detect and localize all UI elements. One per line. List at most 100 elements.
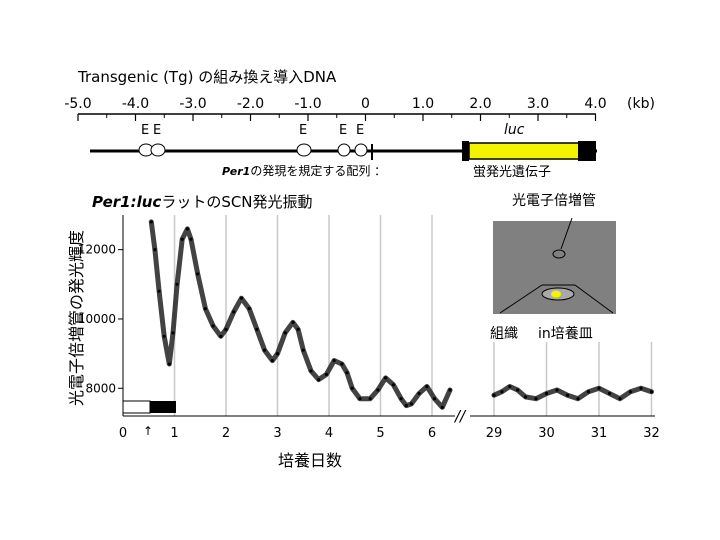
y-tick-label: 8000 xyxy=(85,381,116,395)
chart-title: Per1:lucラットのSCN発光振動 xyxy=(92,193,313,211)
data-point xyxy=(376,388,380,392)
data-point xyxy=(358,397,362,401)
reporter-caption: 蛍発光遺伝子 xyxy=(473,165,551,180)
data-point xyxy=(565,393,570,397)
data-point xyxy=(628,390,633,394)
e-label-5: E xyxy=(356,123,364,138)
x-tick-label: 1 xyxy=(170,426,178,441)
data-point xyxy=(175,282,179,286)
data-point xyxy=(247,306,251,311)
data-point xyxy=(425,384,429,389)
data-point xyxy=(555,388,559,392)
kb-unit-label: (kb) xyxy=(627,96,655,112)
tissue-label: 組織 xyxy=(490,326,518,342)
e-label-1: E xyxy=(141,123,149,138)
data-point xyxy=(399,397,403,401)
promoter-gene-name: Per1 xyxy=(222,165,250,178)
x-tick-label: 29 xyxy=(486,426,503,441)
e-label-3: E xyxy=(299,123,307,138)
y-axis-ticks: 8000 10000 12000 xyxy=(78,243,123,395)
data-point xyxy=(180,237,184,241)
data-point xyxy=(232,310,236,314)
data-point xyxy=(332,358,336,363)
oscillation-chart: Per1:lucラットのSCN発光振動 光電子倍増管の発光輝度 8000 1000… xyxy=(67,193,660,470)
luc-reporter-box xyxy=(468,142,580,160)
promoter-caption: Per1の発現を規定する配列 ： xyxy=(222,163,386,178)
data-point xyxy=(324,372,329,377)
kb-tick-label: 2.0 xyxy=(469,96,491,112)
kb-tick-label: 4.0 xyxy=(584,96,606,112)
data-point xyxy=(597,386,601,390)
data-point xyxy=(350,386,354,390)
kb-tick-label: -3.0 xyxy=(179,96,206,112)
luc-gene-label: luc xyxy=(504,122,525,138)
luminescence-series xyxy=(148,219,654,410)
data-point xyxy=(291,320,295,325)
construct-diagram: Transgenic (Tg) の組み換え導入DNA -5.0 -4.0 -3.0-… xyxy=(64,68,655,180)
data-point xyxy=(544,391,549,396)
start-arrow-marker: ↑ xyxy=(143,424,153,438)
data-point xyxy=(534,397,538,401)
light-bar xyxy=(122,400,151,414)
data-point xyxy=(309,369,313,373)
data-point xyxy=(492,393,496,397)
data-point xyxy=(189,237,193,241)
luc-right-cap xyxy=(578,141,596,161)
data-point xyxy=(500,390,504,394)
data-point xyxy=(283,331,287,335)
pmt-label: 光電子倍増管 xyxy=(512,193,596,209)
series-line-2 xyxy=(491,384,654,402)
pmt-pointer xyxy=(560,217,573,250)
dark-bar xyxy=(150,401,176,413)
x-tick-label: 5 xyxy=(376,426,384,441)
x-tick-label: 6 xyxy=(428,426,436,441)
kb-tick-label: -2.0 xyxy=(237,96,264,112)
data-point xyxy=(391,383,395,387)
construct-title: Transgenic (Tg) の組み換え導入DNA xyxy=(77,68,337,86)
data-point xyxy=(417,391,421,396)
dish-side-right xyxy=(574,284,614,314)
luc-left-cap xyxy=(462,141,469,161)
data-point xyxy=(448,388,452,392)
dish-label: in培養皿 xyxy=(538,325,593,342)
data-point xyxy=(523,395,528,399)
data-point xyxy=(649,390,654,394)
kb-tick-label: -4.0 xyxy=(122,96,149,112)
promoter-caption-rest: の発現を規定する配列 ： xyxy=(250,163,386,178)
data-point xyxy=(345,371,349,375)
x-tick-label: 32 xyxy=(643,426,660,441)
data-point xyxy=(211,324,215,328)
x-tick-label: 2 xyxy=(222,426,230,441)
e-site-2 xyxy=(150,143,166,157)
pmt-window xyxy=(552,249,566,259)
data-point xyxy=(301,348,305,352)
y-axis-label: 光電子倍増管の発光輝度 xyxy=(67,230,86,406)
data-point xyxy=(639,386,643,390)
data-point xyxy=(368,397,372,401)
data-point xyxy=(224,327,228,331)
data-point xyxy=(576,397,580,401)
dish-side-left xyxy=(499,284,543,314)
chart-title-rest: ラットのSCN発光振動 xyxy=(161,193,312,211)
data-point xyxy=(516,388,520,392)
x-tick-label: 4 xyxy=(325,426,333,441)
e-sites: E E E E E xyxy=(138,123,368,157)
x-tick-label: 3 xyxy=(273,426,281,441)
y-tick-label: 12000 xyxy=(78,243,116,257)
x-axis-ticks: 0 1 2 3 4 5 6 29 30 31 32 xyxy=(119,426,660,441)
data-point xyxy=(296,327,300,331)
data-point xyxy=(185,227,189,231)
data-point xyxy=(384,376,388,380)
x-axis-label: 培養日数 xyxy=(278,451,342,470)
data-point xyxy=(440,405,444,409)
data-point xyxy=(409,402,413,406)
e-site-4 xyxy=(337,143,351,157)
data-point xyxy=(263,348,267,352)
e-label-4: E xyxy=(339,123,347,138)
data-point xyxy=(196,272,200,276)
chart-title-construct: Per1:luc xyxy=(92,193,161,211)
data-point xyxy=(239,296,244,300)
tissue-sample xyxy=(551,290,561,298)
data-point xyxy=(149,220,153,224)
